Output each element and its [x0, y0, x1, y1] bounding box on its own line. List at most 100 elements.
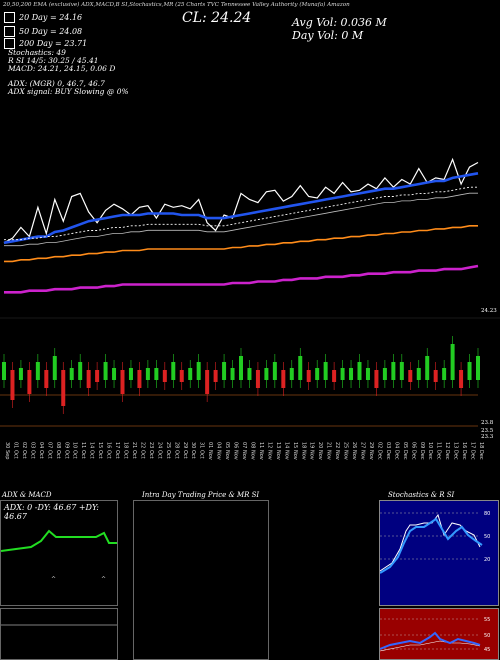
x-tick-label: 21 Oct [131, 442, 137, 459]
volume-bar [374, 370, 379, 388]
rsi-chart: 55 50 45 [380, 609, 498, 659]
legend-200-day: 200 Day = 23.71 [4, 38, 87, 49]
volume-bar [112, 368, 117, 380]
volume-bar [222, 362, 227, 380]
x-tick-label: 29 Nov [368, 442, 374, 460]
ema-50-shadow-line [4, 192, 478, 247]
adx-values: ADX: 0 -DY: 46.67 +DY: 46.67 [4, 503, 99, 521]
legend-label-200: 200 Day = 23.71 [19, 39, 88, 48]
stochastics-stat: Stochastics: 49 [8, 48, 66, 57]
ema-20-line [3, 172, 479, 245]
volume-bar [103, 362, 108, 380]
rsi-bg [380, 609, 498, 659]
volume-bar [382, 368, 387, 380]
x-tick-label: 14 Nov [283, 442, 289, 460]
volume-bar [78, 362, 83, 380]
volume-bar [188, 368, 193, 380]
x-tick-label: 15 Oct [97, 442, 103, 459]
x-tick-label: 02 Dec [376, 442, 382, 460]
volume-bar [61, 370, 66, 406]
x-tick-label: 11 Dec [436, 442, 442, 460]
rsi-axis-label: 55 [484, 617, 490, 623]
adx-macd-title: ADX & MACD [2, 491, 52, 499]
volume-label-2: 23.5 [481, 428, 494, 434]
x-tick-label: 17 Oct [114, 442, 120, 459]
x-tick-label: 07 Oct [46, 442, 52, 459]
stochastics-panel: 80 50 20 [379, 500, 499, 606]
x-tick-label: 04 Oct [38, 442, 44, 459]
stochastics-axis-label: 20 [484, 557, 490, 563]
volume-bar [154, 368, 159, 380]
stochastics-axis-label: 80 [484, 511, 490, 517]
close-price-line [3, 157, 479, 244]
x-tick-label: 01 Nov [207, 442, 213, 460]
macd-panel [0, 608, 118, 660]
volume-bar [476, 356, 480, 380]
x-tick-label: 05 Nov [224, 442, 230, 460]
adx-marker: ^ [51, 576, 56, 583]
intraday-title: Intra Day Trading Price & MR SI [142, 491, 260, 499]
stochastics-d-line [380, 517, 483, 574]
x-tick-label: 14 Oct [89, 442, 95, 459]
volume-bar [315, 368, 320, 380]
avg-volume-label: Avg Vol: 0.036 M [292, 16, 387, 29]
close-price-label: CL: 24.24 [182, 10, 252, 26]
volume-bar [162, 370, 167, 382]
stochastics-axis-label: 50 [484, 534, 490, 540]
x-tick-label: 08 Nov [249, 442, 255, 460]
volume-bar [467, 362, 472, 380]
adx-line-chart: ^ ^ [1, 529, 117, 583]
x-tick-label: 03 Oct [29, 442, 35, 459]
macd-stat: MACD: 24.21, 24.15, 0.06 D [8, 64, 116, 73]
adx-marker: ^ [101, 576, 106, 583]
stochastics-chart: 80 50 20 [380, 501, 498, 605]
legend-swatch-200 [4, 38, 15, 49]
x-tick-label: 31 Oct [199, 442, 205, 459]
ema-200-line [4, 225, 478, 263]
volume-bar [2, 362, 6, 380]
x-tick-label: 25 Nov [343, 442, 349, 460]
volume-bar [391, 362, 396, 380]
lower-band-line [4, 264, 479, 294]
volume-bar [450, 344, 455, 380]
x-tick-label: 03 Dec [385, 442, 391, 460]
x-tick-label: 26 Nov [351, 442, 357, 460]
rsi-axis-label: 45 [484, 647, 490, 653]
x-tick-label: 22 Nov [334, 442, 340, 460]
day-volume-label: Day Vol: 0 M [292, 29, 364, 42]
volume-bar [425, 356, 430, 380]
volume-bar [459, 370, 464, 388]
x-tick-label: 12 Dec [444, 442, 450, 460]
volume-bar [120, 370, 125, 394]
adx-panel: ADX: 0 -DY: 46.67 +DY: 46.67 ^ ^ [0, 500, 118, 606]
volume-bar [69, 368, 74, 380]
volume-bar [27, 370, 32, 394]
legend-swatch-50 [4, 26, 15, 37]
x-tick-label: 28 Oct [173, 442, 179, 459]
volume-bar [230, 368, 235, 380]
volume-bar [289, 368, 294, 380]
x-tick-label: 24 Oct [156, 442, 162, 459]
volume-bar [416, 368, 421, 380]
adx-signal-stat: ADX signal: BUY Slowing @ 0% [8, 87, 129, 96]
volume-bar [255, 370, 260, 388]
x-tick-label: 15 Nov [292, 442, 298, 460]
rsi-panel: 55 50 45 [379, 608, 499, 660]
volume-bar [332, 370, 337, 382]
volume-bar [399, 362, 404, 380]
x-tick-label: 06 Nov [233, 442, 239, 460]
x-tick-label: 12 Nov [266, 442, 272, 460]
volume-label-3: 23.3 [481, 434, 494, 440]
x-tick-label: 18 Nov [300, 442, 306, 460]
volume-bar [306, 370, 311, 382]
x-tick-label: 06 Dec [410, 442, 416, 460]
x-tick-label: 21 Nov [326, 442, 332, 460]
rsi-line [380, 631, 481, 650]
x-tick-label: 29 Oct [182, 442, 188, 459]
x-tick-label: 19 Nov [309, 442, 315, 460]
x-tick-label: 25 Oct [165, 442, 171, 459]
legend-20-day: 20 Day = 24.16 [4, 12, 82, 23]
x-tick-label: 18 Oct [123, 442, 129, 459]
x-tick-label: 23 Oct [148, 442, 154, 459]
volume-bar [10, 370, 15, 400]
